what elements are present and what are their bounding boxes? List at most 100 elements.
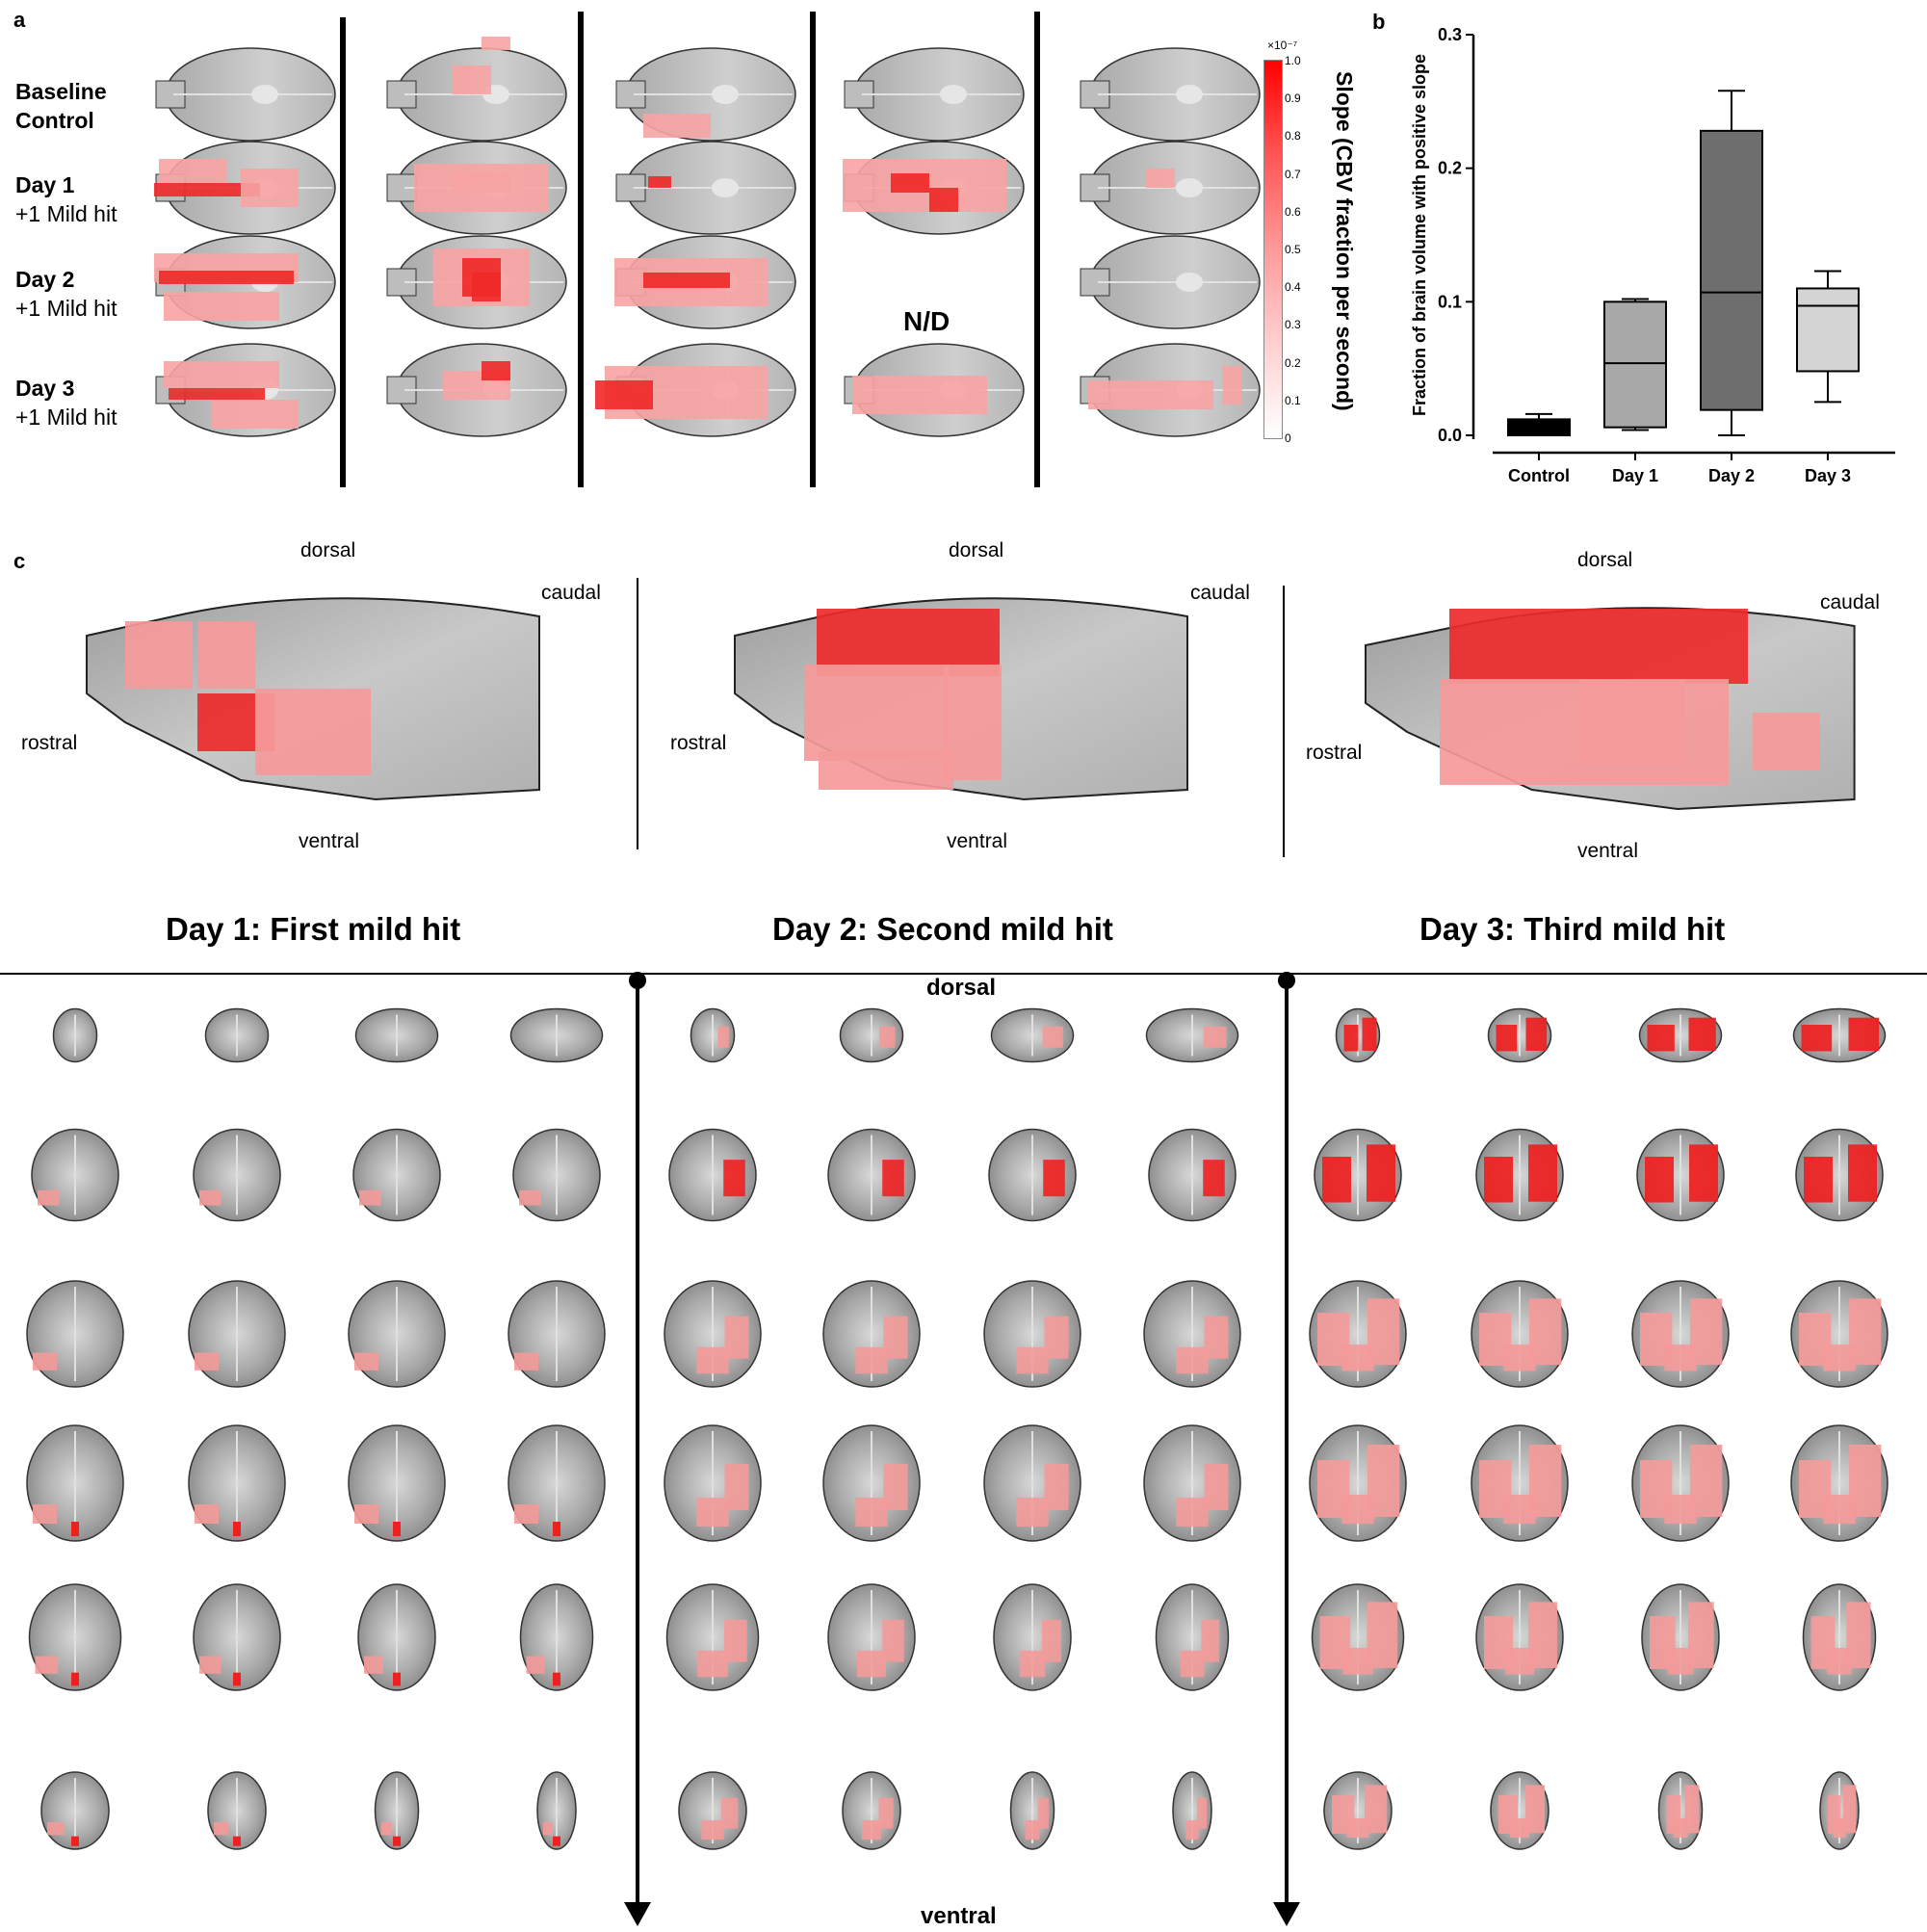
coronal-slice	[842, 1771, 901, 1850]
overlay-region	[804, 665, 949, 761]
coronal-slice	[1790, 1280, 1888, 1388]
coronal-slice	[1009, 1771, 1055, 1850]
caudal-label: caudal	[1820, 591, 1880, 614]
box-day-3: Day 3	[1796, 270, 1860, 485]
coronal-slice	[26, 1424, 124, 1542]
coronal-slice	[193, 1128, 281, 1222]
coronal-slice	[509, 1007, 604, 1063]
row-title: Baseline	[15, 79, 107, 104]
overlay-region	[255, 689, 371, 775]
coronal-slice	[1309, 1280, 1407, 1388]
x-tick-label: Control	[1508, 466, 1570, 485]
box-iqr	[1796, 287, 1860, 373]
coronal-slice	[40, 1771, 110, 1850]
coronal-slice	[374, 1771, 420, 1850]
overlay-region	[1753, 713, 1820, 770]
rostral-label: rostral	[670, 732, 727, 754]
coronal-slice	[827, 1128, 916, 1222]
coronal-slice	[1636, 1128, 1725, 1222]
overlay-region	[197, 621, 255, 689]
axial-brain-slice	[154, 235, 336, 329]
coronal-slice	[1795, 1128, 1884, 1222]
column-separator	[340, 17, 346, 487]
axial-brain-slice	[844, 343, 1025, 437]
row-subtitle: +1 Mild hit	[15, 405, 117, 430]
coronal-slice	[983, 1280, 1081, 1388]
colorbar-tick-label: 0.2	[1285, 355, 1301, 370]
coronal-slice	[536, 1771, 577, 1850]
coronal-slice	[508, 1424, 606, 1542]
axial-brain-slice	[844, 47, 1025, 142]
coronal-slice	[357, 1583, 436, 1691]
axial-brain-slice	[386, 343, 567, 437]
colorbar-tick-label: 0.7	[1285, 167, 1301, 181]
row-label-day2: Day 2 +1 Mild hit	[15, 265, 117, 323]
coronal-slice	[1657, 1771, 1704, 1850]
colorbar-tick-label: 0.9	[1285, 91, 1301, 106]
panel-b-letter: b	[1372, 10, 1386, 34]
axial-brain-slice	[1080, 343, 1261, 437]
row-label-day3: Day 3 +1 Mild hit	[15, 374, 117, 431]
day1-title: Day 1: First mild hit	[166, 911, 461, 947]
row-subtitle: +1 Mild hit	[15, 296, 117, 321]
coronal-slice	[1638, 1007, 1723, 1063]
coronal-slice	[664, 1280, 762, 1388]
column-separator	[637, 578, 638, 849]
arrow-head	[1273, 1902, 1300, 1926]
coronal-slice	[1475, 1128, 1564, 1222]
coronal-slice	[348, 1424, 446, 1542]
axial-brain-slice	[615, 141, 796, 235]
sagittal-brains	[86, 597, 1856, 811]
coronal-slice	[993, 1583, 1072, 1691]
column-separator	[810, 12, 816, 487]
axial-brain-slice	[595, 343, 796, 437]
axial-brain-slice	[843, 141, 1025, 235]
coronal-slice	[664, 1424, 762, 1542]
coronal-slice	[1145, 1007, 1239, 1063]
coronal-slice	[508, 1280, 606, 1388]
coronal-slice	[28, 1583, 122, 1691]
y-tick-label: 0.1	[1438, 292, 1462, 311]
ventral-label: ventral	[947, 830, 1008, 852]
caudal-label: caudal	[1190, 582, 1250, 604]
axial-brain-slice	[615, 47, 796, 142]
row-title: Day 2	[15, 267, 75, 292]
x-tick-label: Day 3	[1805, 466, 1851, 485]
coronal-slice	[822, 1424, 921, 1542]
coronal-slice	[1631, 1280, 1730, 1388]
arrow-head	[624, 1902, 651, 1926]
coronal-slice	[1819, 1771, 1860, 1850]
coronal-slice	[204, 1007, 270, 1063]
coronal-slice	[1309, 1424, 1407, 1542]
row-title: Day 1	[15, 172, 75, 197]
coronal-slice	[665, 1583, 760, 1691]
colorbar-ticks: 1.0 0.9 0.8 0.7 0.6 0.5 0.4 0.3 0.2 0.1 0	[1285, 54, 1314, 445]
dorsal-label: dorsal	[300, 539, 356, 561]
axial-brain-grid	[154, 37, 1261, 437]
ventral-label: ventral	[1577, 840, 1639, 862]
y-axis-label: Fraction of brain volume with positive s…	[1410, 54, 1429, 416]
coronal-slice	[512, 1128, 601, 1222]
colorbar-tick-label: 0.3	[1285, 318, 1301, 332]
coronal-slice	[193, 1583, 281, 1691]
coronal-slice	[31, 1128, 119, 1222]
coronal-slice	[1802, 1583, 1877, 1691]
y-tick-label: 0.0	[1438, 426, 1462, 445]
coronal-slice	[1143, 1424, 1241, 1542]
coronal-slice	[668, 1128, 757, 1222]
coronal-slice	[1790, 1424, 1888, 1542]
colorbar-tick-label: 0.4	[1285, 280, 1301, 295]
coronal-slice	[1792, 1007, 1887, 1063]
coronal-slice	[26, 1280, 124, 1388]
coronal-slice	[827, 1583, 916, 1691]
row-label-day1: Day 1 +1 Mild hit	[15, 170, 117, 228]
coronal-slice	[1155, 1583, 1230, 1691]
axial-brain-slice	[386, 235, 567, 329]
coronal-slice	[354, 1007, 439, 1063]
coronal-slice	[188, 1280, 286, 1388]
rostral-label: rostral	[1306, 742, 1363, 764]
axial-brain-slice	[155, 343, 336, 437]
column-separator	[578, 12, 584, 487]
coronal-slice	[1314, 1128, 1402, 1222]
